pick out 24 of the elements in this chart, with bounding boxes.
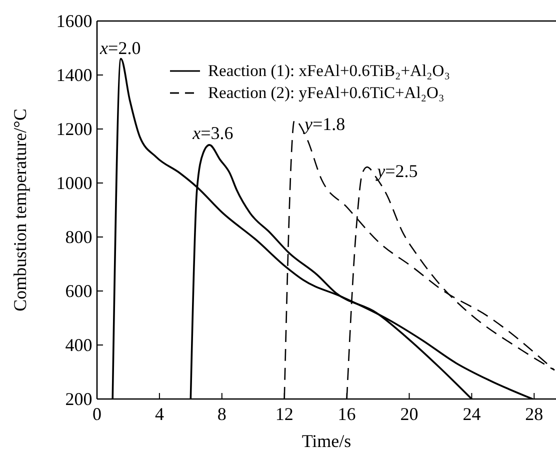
- y-tick-label: 400: [65, 334, 92, 355]
- series-label: y=2.5: [375, 161, 418, 182]
- x-tick-label: 20: [400, 404, 418, 424]
- x-tick-label: 4: [154, 404, 164, 424]
- x-tick-label: 8: [217, 404, 226, 424]
- series-label: y=1.8: [302, 114, 346, 134]
- y-tick-label: 800: [65, 226, 92, 247]
- annotation: Reaction (1): xFeAl+0.6TiB₂+Al₂O₃: [208, 61, 450, 80]
- series-label: x=3.6: [192, 122, 234, 143]
- y-tick-label: 200: [65, 388, 92, 409]
- y-tick-label: 600: [65, 280, 92, 301]
- y-tick-label: 1200: [56, 118, 92, 139]
- y-axis-title: Combustion temperature/°C: [10, 108, 30, 312]
- x-tick-label: 12: [275, 404, 294, 424]
- y-tick-label: 1600: [56, 10, 92, 31]
- annotation: Reaction (2): yFeAl+0.6TiC+Al₂O₃: [208, 83, 444, 102]
- y-tick-label: 1400: [56, 64, 92, 85]
- x-tick-label: 0: [92, 404, 102, 424]
- x-tick-label: 16: [338, 404, 356, 424]
- x-tick-label: 24: [462, 404, 481, 424]
- x-tick-label: 28: [525, 404, 544, 424]
- series-label: x=2.0: [99, 38, 141, 58]
- x-axis-title: Time/s: [302, 431, 352, 451]
- y-tick-label: 1000: [56, 172, 92, 193]
